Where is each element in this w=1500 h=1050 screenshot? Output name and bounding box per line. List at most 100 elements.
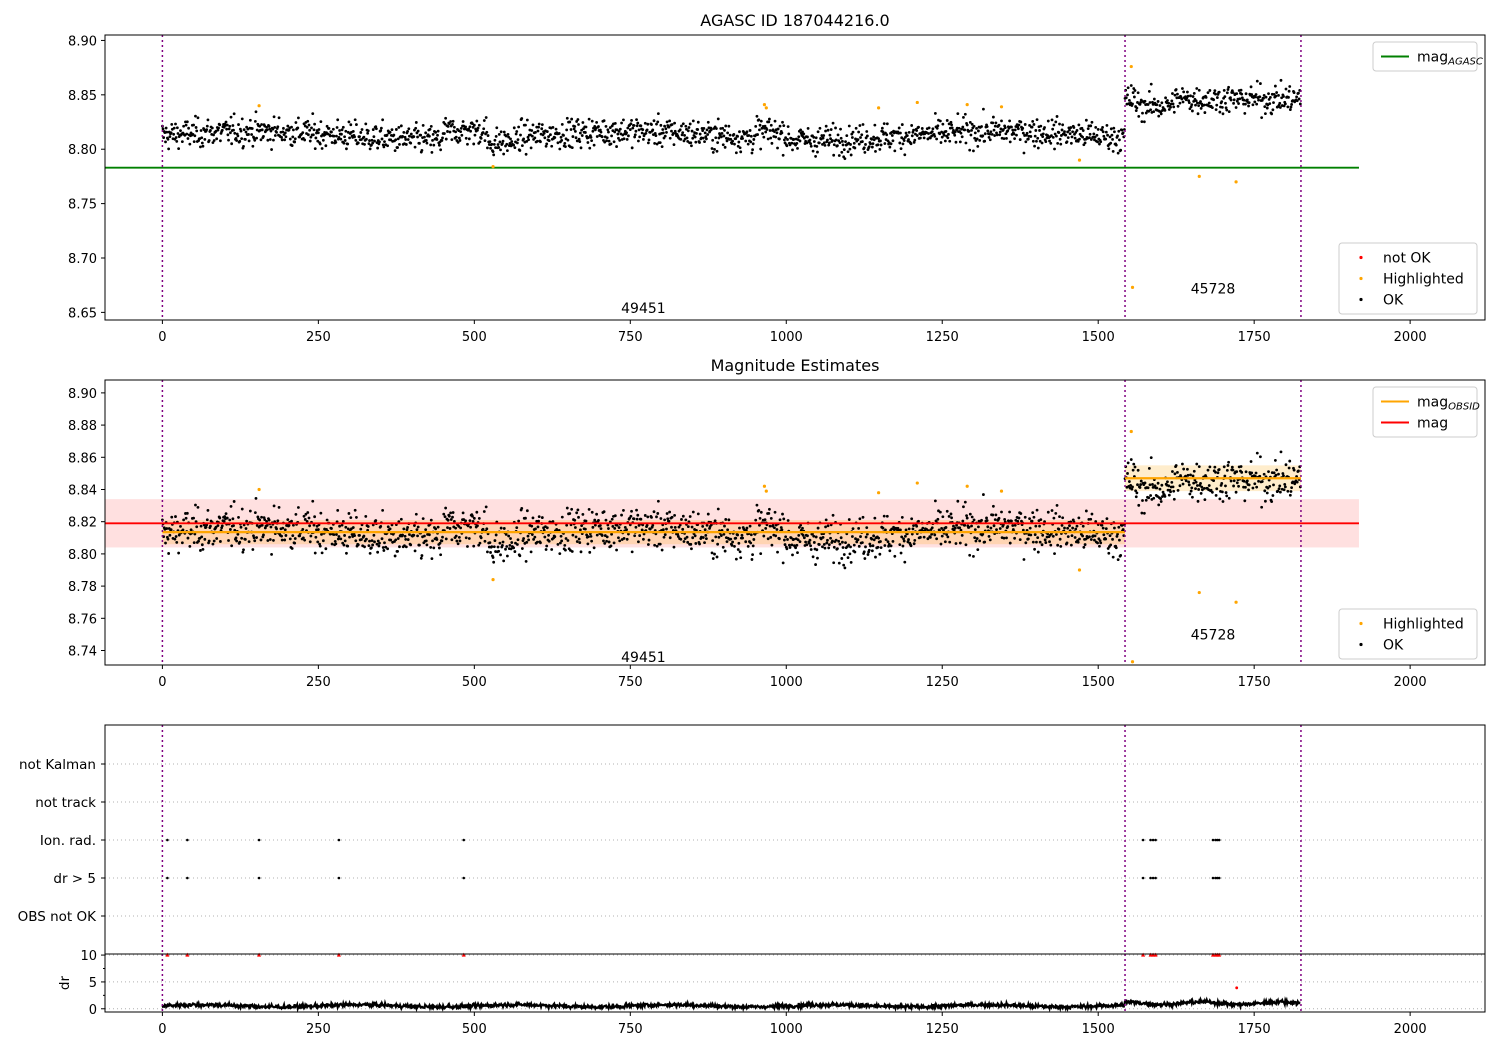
- ok-point: [989, 526, 993, 530]
- ok-point: [848, 552, 852, 556]
- ok-point: [219, 139, 222, 143]
- ok-point: [953, 133, 957, 137]
- ok-point: [1033, 134, 1037, 138]
- ok-point: [402, 527, 406, 531]
- ok-point: [1292, 468, 1296, 472]
- ok-point: [504, 532, 508, 536]
- ok-point: [1005, 536, 1008, 540]
- ok-point: [482, 510, 486, 513]
- ok-point: [272, 138, 275, 142]
- ok-point: [579, 550, 583, 554]
- ok-point: [1011, 524, 1015, 527]
- ok-point: [419, 556, 423, 560]
- ok-point: [294, 121, 298, 124]
- ok-point: [316, 540, 320, 544]
- ok-point: [1186, 473, 1190, 477]
- ok-point: [496, 545, 500, 549]
- ok-point: [1051, 135, 1055, 139]
- ok-point: [424, 139, 428, 142]
- ok-point: [876, 545, 880, 549]
- ok-point: [1192, 481, 1196, 485]
- ok-point: [660, 145, 664, 149]
- ok-point: [635, 508, 638, 512]
- ok-point: [180, 140, 184, 144]
- ok-point: [727, 518, 731, 522]
- ok-point: [517, 519, 521, 523]
- ok-point: [197, 539, 200, 543]
- ok-point: [421, 123, 425, 127]
- ok-point: [1126, 472, 1129, 475]
- ok-point: [1259, 82, 1262, 85]
- flag-point: [1217, 838, 1221, 842]
- ok-point: [564, 145, 567, 149]
- ok-point: [1089, 124, 1093, 128]
- ok-point: [1149, 456, 1153, 460]
- ok-point: [260, 128, 264, 132]
- ok-point: [774, 534, 778, 538]
- ok-point: [1202, 103, 1206, 107]
- ok-point: [808, 538, 812, 542]
- ok-point: [646, 141, 650, 145]
- ok-point: [436, 129, 440, 133]
- ok-point: [711, 539, 715, 542]
- ok-point: [612, 541, 616, 545]
- ok-point: [1002, 536, 1006, 540]
- ok-point: [842, 553, 846, 556]
- ok-point: [1158, 104, 1162, 107]
- ok-point: [686, 540, 690, 544]
- ok-point: [907, 527, 911, 531]
- ok-point: [658, 542, 662, 546]
- ok-point: [330, 130, 333, 134]
- ok-point: [1289, 490, 1293, 493]
- ok-point: [451, 511, 455, 514]
- ok-point: [898, 543, 902, 547]
- ok-point: [457, 535, 461, 539]
- ok-point: [681, 122, 685, 126]
- y-tick-label: 5: [89, 976, 97, 991]
- ok-point: [416, 525, 420, 529]
- ok-point: [668, 119, 671, 123]
- ok-point: [1094, 125, 1098, 129]
- ok-point: [933, 533, 937, 537]
- ok-point: [920, 127, 924, 130]
- ok-point: [471, 520, 475, 523]
- ok-point: [846, 556, 850, 560]
- ok-point: [1272, 93, 1276, 96]
- ok-point: [406, 538, 410, 541]
- ok-point: [1104, 137, 1108, 141]
- ok-point: [485, 130, 489, 134]
- ok-point: [1245, 479, 1249, 483]
- ok-point: [1096, 541, 1099, 545]
- ok-point: [348, 535, 351, 539]
- ok-point: [947, 122, 951, 126]
- ok-point: [750, 151, 754, 155]
- ok-point: [242, 548, 245, 552]
- ok-point: [1267, 92, 1270, 96]
- ok-point: [238, 540, 242, 544]
- ok-point: [679, 537, 683, 541]
- ok-point: [580, 134, 584, 137]
- ok-point: [370, 539, 374, 543]
- ok-point: [1253, 100, 1257, 104]
- ok-point: [356, 543, 360, 547]
- ok-point: [1186, 90, 1189, 94]
- ok-point: [809, 142, 812, 146]
- ok-point: [336, 508, 340, 512]
- ok-point: [824, 129, 827, 133]
- flag-point: [1151, 838, 1155, 842]
- ok-point: [490, 545, 494, 549]
- ok-point: [192, 123, 195, 127]
- ok-point: [1235, 92, 1239, 96]
- ok-point: [815, 144, 819, 148]
- ok-point: [670, 525, 673, 529]
- ok-point: [781, 153, 785, 157]
- ok-point: [751, 544, 755, 548]
- ok-point: [831, 121, 835, 125]
- ok-point: [1249, 85, 1253, 89]
- ok-point: [695, 131, 698, 135]
- ok-point: [565, 523, 569, 527]
- ok-point: [376, 146, 380, 150]
- ok-point: [1295, 99, 1299, 103]
- ok-point: [506, 149, 509, 153]
- ok-point: [1058, 137, 1062, 141]
